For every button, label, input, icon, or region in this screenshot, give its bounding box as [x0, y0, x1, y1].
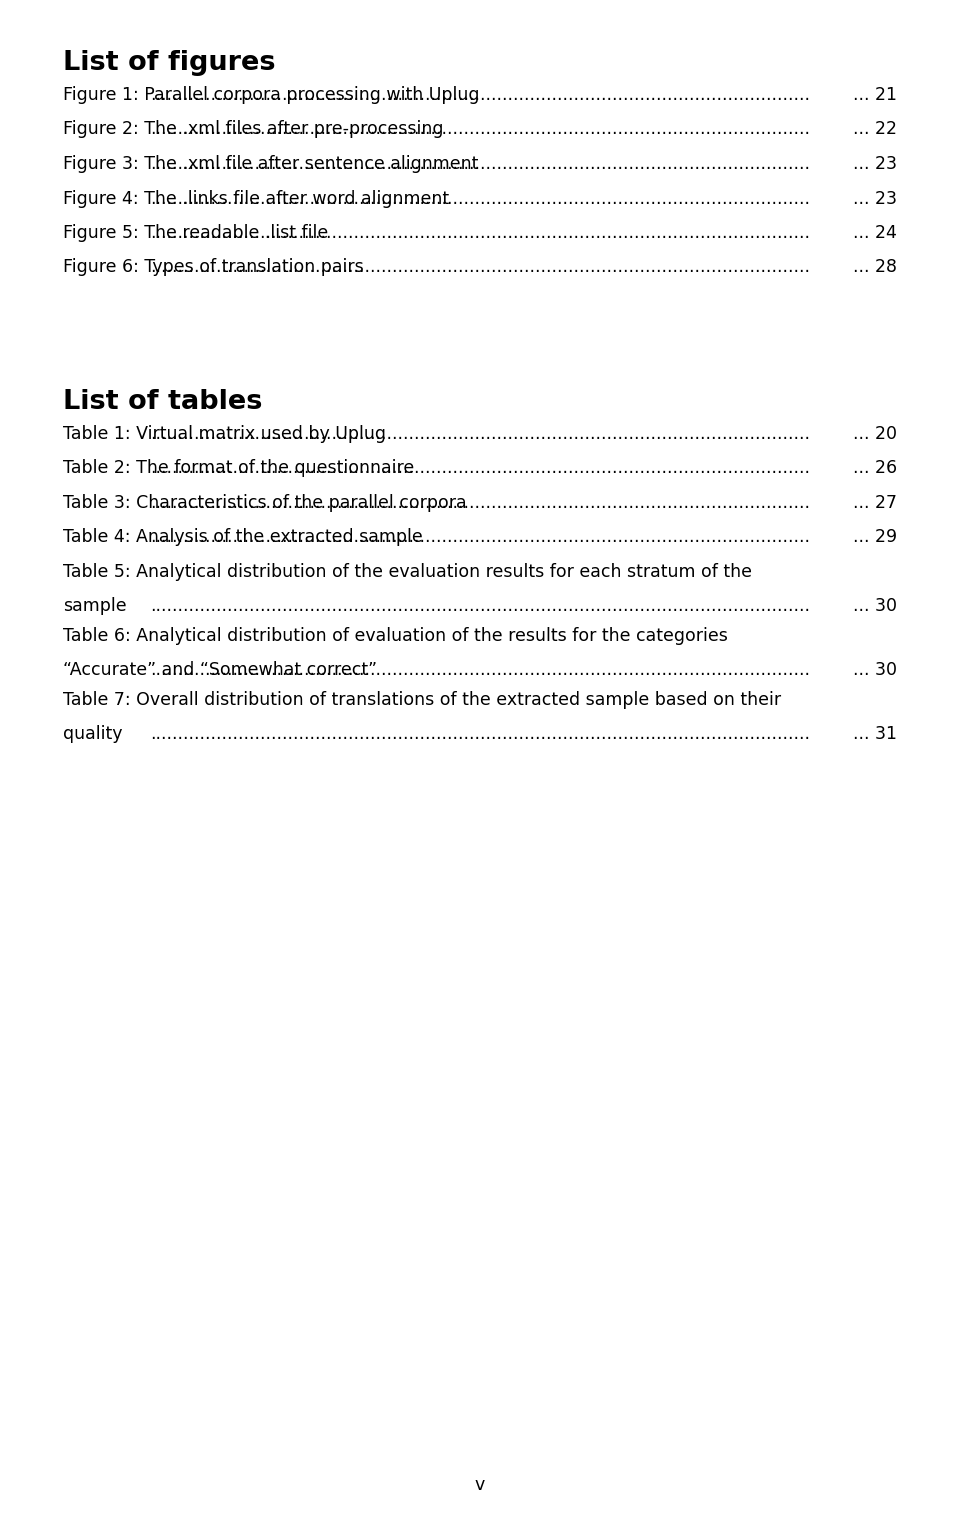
Text: Table 4: Analysis of the extracted sample: Table 4: Analysis of the extracted sampl… [63, 528, 422, 546]
Text: Figure 4: The .links file after word alignment: Figure 4: The .links file after word ali… [63, 190, 449, 207]
Text: ................................................................................: ........................................… [150, 495, 810, 511]
Text: ... 30: ... 30 [853, 662, 897, 679]
Text: Table 5: Analytical distribution of the evaluation results for each stratum of t: Table 5: Analytical distribution of the … [63, 563, 752, 581]
Text: Figure 5: The readable .list file: Figure 5: The readable .list file [63, 224, 328, 242]
Text: ................................................................................: ........................................… [150, 598, 810, 615]
Text: ................................................................................: ........................................… [150, 155, 810, 174]
Text: Table 6: Analytical distribution of evaluation of the results for the categories: Table 6: Analytical distribution of eval… [63, 627, 728, 645]
Text: ... 20: ... 20 [853, 425, 897, 443]
Text: ................................................................................: ........................................… [150, 120, 810, 139]
Text: v: v [475, 1476, 485, 1495]
Text: ................................................................................: ........................................… [150, 259, 810, 277]
Text: Figure 2: The .xml files after pre-processing: Figure 2: The .xml files after pre-proce… [63, 120, 444, 139]
Text: ... 23: ... 23 [853, 190, 897, 207]
Text: Table 2: The format of the questionnaire: Table 2: The format of the questionnaire [63, 460, 415, 478]
Text: ................................................................................: ........................................… [150, 87, 810, 103]
Text: Figure 1: Parallel corpora processing with Uplug: Figure 1: Parallel corpora processing wi… [63, 87, 479, 103]
Text: ... 26: ... 26 [852, 460, 897, 478]
Text: Table 3: Characteristics of the parallel corpora: Table 3: Characteristics of the parallel… [63, 495, 467, 511]
Text: quality: quality [63, 726, 123, 744]
Text: sample: sample [63, 598, 127, 615]
Text: List of tables: List of tables [63, 390, 262, 416]
Text: ................................................................................: ........................................… [150, 726, 810, 744]
Text: ... 27: ... 27 [853, 495, 897, 511]
Text: Table 1: Virtual matrix used by Uplug: Table 1: Virtual matrix used by Uplug [63, 425, 386, 443]
Text: ... 29: ... 29 [852, 528, 897, 546]
Text: ... 30: ... 30 [853, 598, 897, 615]
Text: ... 24: ... 24 [853, 224, 897, 242]
Text: ................................................................................: ........................................… [150, 528, 810, 546]
Text: ................................................................................: ........................................… [150, 425, 810, 443]
Text: ... 23: ... 23 [853, 155, 897, 174]
Text: ... 31: ... 31 [853, 726, 897, 744]
Text: ................................................................................: ........................................… [150, 662, 810, 679]
Text: ................................................................................: ........................................… [150, 224, 810, 242]
Text: “Accurate” and “Somewhat correct”: “Accurate” and “Somewhat correct” [63, 662, 377, 679]
Text: ................................................................................: ........................................… [150, 460, 810, 478]
Text: ... 22: ... 22 [853, 120, 897, 139]
Text: Table 7: Overall distribution of translations of the extracted sample based on t: Table 7: Overall distribution of transla… [63, 691, 781, 709]
Text: ................................................................................: ........................................… [150, 190, 810, 207]
Text: Figure 3: The .xml file after sentence alignment: Figure 3: The .xml file after sentence a… [63, 155, 478, 174]
Text: ... 28: ... 28 [853, 259, 897, 277]
Text: List of figures: List of figures [63, 50, 276, 76]
Text: Figure 6: Types of translation pairs: Figure 6: Types of translation pairs [63, 259, 364, 277]
Text: ... 21: ... 21 [853, 87, 897, 103]
